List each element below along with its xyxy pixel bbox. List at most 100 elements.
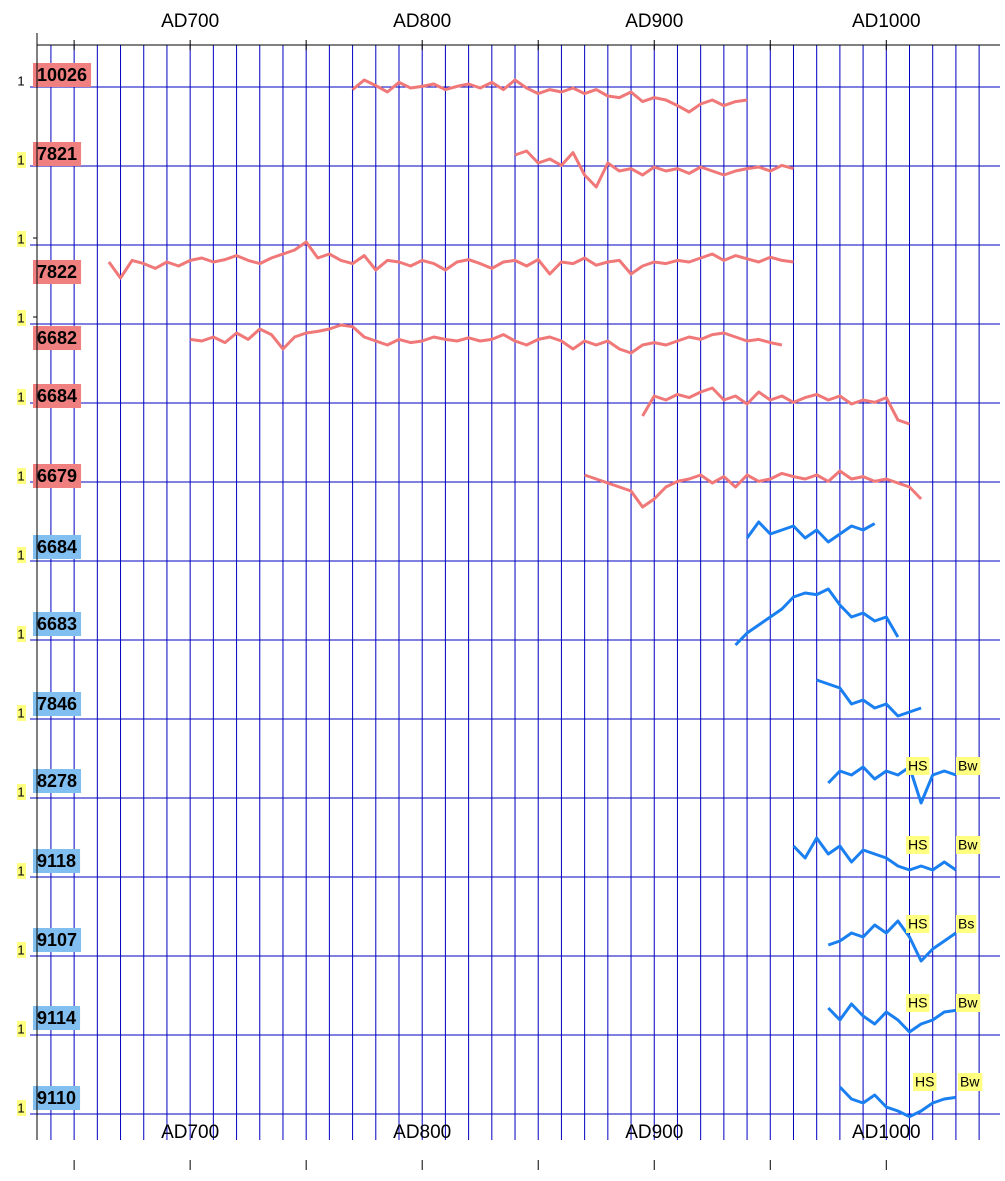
y-tick-label: 1 [17,942,24,957]
y-tick-background [17,468,26,484]
series-label: 6682 [37,328,77,348]
series-line [107,240,794,280]
series-label: 7821 [37,144,77,164]
annotation: HS [908,837,927,853]
y-tick-label: 1 [17,863,24,878]
series-label-background [33,928,82,952]
x-tick-label: AD1000 [852,11,921,32]
y-tick-label: 1 [17,1100,24,1115]
y-tick-background [17,1100,26,1116]
annotation: Bw [958,837,978,853]
series-line [584,469,923,509]
annotation: Bs [958,916,974,932]
y-tick-label: 1 [17,784,24,799]
rows: 1 10026 1 7821 1 7822 1 6682 1 6684 1 6679 1 6684 1 668… [17,63,1000,1119]
series-label-background [33,692,82,716]
series-label: 6683 [37,614,77,634]
series-line [745,520,876,544]
y-tick-background [17,389,26,405]
y-tick-background [17,152,26,168]
y-tick-label: 1 [17,626,24,641]
series-line [351,78,748,114]
annotation-background [956,757,981,775]
annotation: Bw [958,995,978,1011]
x-tick-label: AD1000 [852,1122,921,1143]
y-tick-label: 1 [17,468,24,483]
annotation: HS [908,995,927,1011]
y-tick-label: 1 [17,1021,24,1036]
series-label: 6684 [37,386,77,406]
series-label: 9107 [37,930,77,950]
series-label-background [33,1006,81,1030]
y-tick-background [17,626,26,642]
y-tick-background [17,1021,26,1037]
annotation-background [906,915,930,933]
series-line [734,587,900,647]
y-tick-label: 1 [17,389,24,404]
y-tick-background [17,784,26,800]
x-tick-label: AD800 [393,1122,451,1143]
grid [50,45,980,1140]
series-label: 9118 [37,851,76,871]
annotation-background [956,836,981,854]
y-tick-background [17,863,26,879]
series-line [189,323,783,355]
x-tick-label: AD700 [161,11,219,32]
annotation: Bw [960,1074,980,1090]
series-label-background [33,535,82,559]
series-label: 10026 [37,65,87,85]
y-tick-label: 1 [17,547,24,562]
annotation-background [906,994,930,1012]
series-label: 7822 [37,262,77,282]
annotation: Bw [958,758,978,774]
series-label: 8278 [37,771,77,791]
annotation-background [958,1073,983,1091]
y-tick-label: 1 [17,705,24,720]
annotation-background [906,836,930,854]
y-tick-label: 1 [17,152,24,167]
y-tick-background [17,547,26,563]
annotation: HS [908,758,927,774]
annotation-background [956,994,981,1012]
series-label-background [33,260,82,284]
series-label-background [33,849,81,873]
x-tick-label: AD700 [161,1122,219,1143]
x-tick-label: AD900 [625,1122,683,1143]
annotation-background [913,1073,937,1091]
series-label-background [33,1086,81,1110]
x-tick-label: AD900 [625,11,683,32]
series-label-background [33,612,82,636]
annotation: HS [915,1074,934,1090]
y-tick-background [17,942,26,958]
y-tick-background [17,231,26,247]
x-tick-label: AD800 [393,11,451,32]
series-line [816,678,922,718]
series-label: 6679 [37,466,77,486]
series-line [838,1085,957,1119]
series-line [641,386,910,426]
series-line [827,919,957,963]
series-label: 6684 [37,537,77,557]
series-label-background [33,326,82,350]
annotation-background [956,915,977,933]
series-label: 9110 [37,1088,76,1108]
series-line [827,765,957,805]
y-tick-label: 1 [17,231,24,246]
y-tick-background [17,705,26,721]
series-line [827,1002,957,1034]
series-label-background [33,63,92,87]
annotation: HS [908,916,927,932]
y-tick-label: 1 [17,310,24,325]
series-label: 9114 [37,1008,76,1028]
series-label-background [33,769,82,793]
y-tick-background [17,310,26,326]
series-line [514,149,794,189]
series-line [792,836,957,872]
series-label-background [33,464,82,488]
y-tick-label: 1 [17,73,24,88]
series-label-background [33,142,82,166]
series-label: 7846 [37,694,77,714]
annotation-background [906,757,930,775]
series-label-background [33,384,82,408]
